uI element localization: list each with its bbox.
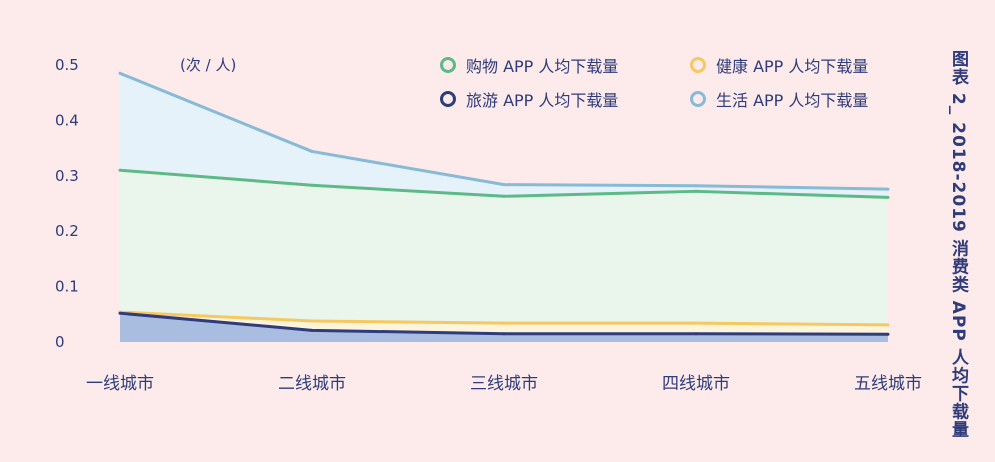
data-point-shopping	[886, 195, 890, 199]
data-point-life	[310, 149, 314, 153]
y-tick-label: 0.1	[55, 278, 79, 296]
data-point-life	[502, 183, 506, 187]
y-tick-label: 0.5	[55, 56, 79, 74]
data-point-health	[502, 321, 506, 325]
x-tick-label: 二线城市	[278, 374, 346, 394]
legend-item-life: 生活 APP 人均下载量	[690, 87, 900, 111]
area-fill-shopping	[120, 170, 888, 342]
legend: 购物 APP 人均下载量 健康 APP 人均下载量 旅游 APP 人均下载量 生…	[440, 53, 900, 111]
legend-item-health: 健康 APP 人均下载量	[690, 53, 900, 77]
area-fills	[120, 73, 888, 342]
legend-marker-life	[690, 91, 706, 107]
data-point-travel	[118, 311, 122, 315]
data-point-travel	[886, 332, 890, 336]
x-axis: 一线城市 二线城市 三线城市 四线城市 五线城市	[86, 374, 922, 394]
data-point-shopping	[694, 189, 698, 193]
legend-label-life: 生活 APP 人均下载量	[716, 91, 869, 110]
data-point-life	[694, 184, 698, 188]
chart-title: 图表 2_ 2018-2019 消费类 APP 人均下载量	[948, 50, 968, 439]
y-tick-label: 0	[55, 333, 65, 351]
data-point-life	[118, 71, 122, 75]
data-point-health	[694, 321, 698, 325]
data-point-travel	[694, 332, 698, 336]
x-tick-label: 四线城市	[662, 374, 730, 394]
legend-item-travel: 旅游 APP 人均下载量	[440, 87, 690, 111]
series-lines	[118, 71, 890, 336]
unit-label: (次 / 人)	[180, 56, 236, 74]
data-point-health	[310, 319, 314, 323]
x-tick-label: 五线城市	[854, 374, 922, 394]
data-point-health	[886, 323, 890, 327]
legend-label-shopping: 购物 APP 人均下载量	[466, 57, 619, 76]
legend-label-travel: 旅游 APP 人均下载量	[466, 91, 619, 110]
legend-label-health: 健康 APP 人均下载量	[716, 57, 869, 76]
x-tick-label: 一线城市	[86, 374, 154, 394]
legend-marker-health	[690, 57, 706, 73]
y-tick-label: 0.4	[55, 111, 79, 129]
y-axis: 0 0.1 0.2 0.3 0.4 0.5	[55, 56, 79, 351]
data-point-life	[886, 187, 890, 191]
data-point-shopping	[118, 168, 122, 172]
data-point-travel	[310, 328, 314, 332]
data-point-shopping	[502, 194, 506, 198]
y-tick-label: 0.3	[55, 167, 79, 185]
legend-item-shopping: 购物 APP 人均下载量	[440, 53, 690, 77]
legend-marker-travel	[440, 91, 456, 107]
x-tick-label: 三线城市	[470, 374, 538, 394]
data-point-shopping	[310, 183, 314, 187]
y-tick-label: 0.2	[55, 222, 79, 240]
data-point-travel	[502, 332, 506, 336]
legend-marker-shopping	[440, 57, 456, 73]
